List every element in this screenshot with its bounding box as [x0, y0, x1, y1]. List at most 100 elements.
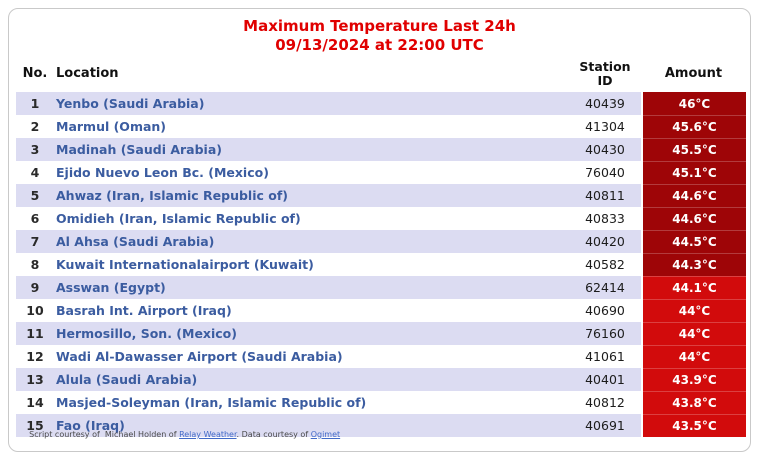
row-number: 13	[26, 372, 44, 387]
row-number: 4	[30, 165, 40, 180]
row-station-id: 41304	[585, 119, 625, 134]
row-left-band: 4 Ejido Nuevo Leon Bc. (Mexico) 76040	[16, 161, 641, 184]
row-amount: 44°C	[643, 345, 746, 368]
row-station-id: 40401	[585, 372, 625, 387]
row-number: 10	[26, 303, 44, 318]
row-number: 6	[30, 211, 40, 226]
header-station-id: Station ID	[569, 58, 641, 88]
row-left-band: 10 Basrah Int. Airport (Iraq) 40690	[16, 299, 641, 322]
table-row: 1 Yenbo (Saudi Arabia) 40439 46°C	[16, 92, 746, 115]
table-row: 11 Hermosillo, Son. (Mexico) 76160 44°C	[16, 322, 746, 345]
row-location: Alula (Saudi Arabia)	[56, 372, 198, 387]
row-left-band: 3 Madinah (Saudi Arabia) 40430	[16, 138, 641, 161]
row-number: 2	[30, 119, 40, 134]
relay-weather-link[interactable]: Relay Weather	[179, 430, 237, 439]
row-number: 12	[26, 349, 44, 364]
row-location: Kuwait Internationalairport (Kuwait)	[56, 257, 314, 272]
row-left-band: 7 Al Ahsa (Saudi Arabia) 40420	[16, 230, 641, 253]
row-location: Ejido Nuevo Leon Bc. (Mexico)	[56, 165, 269, 180]
row-station-id: 76160	[585, 326, 625, 341]
header-amount: Amount	[664, 66, 723, 81]
row-number: 15	[26, 418, 44, 433]
report-date-line: 09/13/2024 at 22:00 UTC	[275, 36, 484, 54]
table-row: 13 Alula (Saudi Arabia) 40401 43.9°C	[16, 368, 746, 391]
report-title-line1: Maximum Temperature Last 24h	[243, 17, 516, 35]
row-left-band: 12 Wadi Al-Dawasser Airport (Saudi Arabia…	[16, 345, 641, 368]
row-left-band: 8 Kuwait Internationalairport (Kuwait) 405…	[16, 253, 641, 276]
table-row: 14 Masjed-Soleyman (Iran, Islamic Republi…	[16, 391, 746, 414]
table-row: 12 Wadi Al-Dawasser Airport (Saudi Arabia…	[16, 345, 746, 368]
header-station-line1: Station	[579, 58, 631, 74]
footer-text-2: . Data courtesy of	[236, 430, 311, 439]
row-amount: 44.3°C	[643, 253, 746, 276]
ogimet-link[interactable]: Ogimet	[310, 430, 341, 439]
row-amount: 45.1°C	[643, 161, 746, 184]
table-row: 10 Basrah Int. Airport (Iraq) 40690 44°C	[16, 299, 746, 322]
row-station-id: 40582	[585, 257, 625, 272]
row-left-band: 9 Asswan (Egypt) 62414	[16, 276, 641, 299]
row-number: 3	[30, 142, 40, 157]
row-amount: 43.9°C	[643, 368, 746, 391]
row-station-id: 41061	[585, 349, 625, 364]
header-station-line2: ID	[597, 72, 613, 88]
table-row: 6 Omidieh (Iran, Islamic Republic of) 4083…	[16, 207, 746, 230]
row-location: Masjed-Soleyman (Iran, Islamic Republic …	[56, 395, 367, 410]
row-number: 1	[30, 96, 40, 111]
row-number: 9	[30, 280, 40, 295]
table-row: 3 Madinah (Saudi Arabia) 40430 45.5°C	[16, 138, 746, 161]
table-row: 4 Ejido Nuevo Leon Bc. (Mexico) 76040 45.1°…	[16, 161, 746, 184]
row-location: Omidieh (Iran, Islamic Republic of)	[56, 211, 301, 226]
row-station-id: 40690	[585, 303, 625, 318]
row-number: 8	[30, 257, 40, 272]
row-left-band: 2 Marmul (Oman) 41304	[16, 115, 641, 138]
footer-text-1: Script courtesy of Michael Holden of	[29, 430, 180, 439]
header-no: No.	[22, 66, 48, 81]
table-body: 1 Yenbo (Saudi Arabia) 40439 46°C 2 Marmul (O…	[16, 92, 746, 437]
row-location: Basrah Int. Airport (Iraq)	[56, 303, 232, 318]
row-amount: 44°C	[643, 299, 746, 322]
table-row: 15 Fao (Iraq) 40691 43.5°C	[16, 414, 746, 437]
row-left-band: 6 Omidieh (Iran, Islamic Republic of) 4083…	[16, 207, 641, 230]
table-row: 9 Asswan (Egypt) 62414 44.1°C	[16, 276, 746, 299]
row-location: Yenbo (Saudi Arabia)	[56, 96, 205, 111]
row-location: Al Ahsa (Saudi Arabia)	[56, 234, 215, 249]
row-amount: 44.5°C	[643, 230, 746, 253]
row-number: 11	[26, 326, 44, 341]
row-amount: 43.8°C	[643, 391, 746, 414]
row-amount: 44.6°C	[643, 207, 746, 230]
row-station-id: 76040	[585, 165, 625, 180]
row-amount: 45.6°C	[643, 115, 746, 138]
row-amount: 44.1°C	[643, 276, 746, 299]
table-row: 8 Kuwait Internationalairport (Kuwait) 405…	[16, 253, 746, 276]
row-amount: 43.5°C	[643, 414, 746, 437]
table-row: 2 Marmul (Oman) 41304 45.6°C	[16, 115, 746, 138]
header-location: Location	[56, 66, 119, 81]
row-location: Fao (Iraq)	[56, 418, 125, 433]
row-station-id: 40691	[585, 418, 625, 433]
row-location: Marmul (Oman)	[56, 119, 167, 134]
row-amount: 44°C	[643, 322, 746, 345]
row-station-id: 40430	[585, 142, 625, 157]
row-station-id: 40420	[585, 234, 625, 249]
report-card: Maximum Temperature Last 24h 09/13/2024 …	[8, 8, 751, 452]
row-station-id: 62414	[585, 280, 625, 295]
row-location: Ahwaz (Iran, Islamic Republic of)	[56, 188, 288, 203]
row-amount: 45.5°C	[643, 138, 746, 161]
row-number: 14	[26, 395, 44, 410]
table-row: 7 Al Ahsa (Saudi Arabia) 40420 44.5°C	[16, 230, 746, 253]
row-station-id: 40833	[585, 211, 625, 226]
row-station-id: 40811	[585, 188, 625, 203]
row-left-band: 14 Masjed-Soleyman (Iran, Islamic Republi…	[16, 391, 641, 414]
row-station-id: 40439	[585, 96, 625, 111]
row-left-band: 15 Fao (Iraq) 40691	[16, 414, 641, 437]
row-location: Wadi Al-Dawasser Airport (Saudi Arabia)	[56, 349, 343, 364]
row-location: Asswan (Egypt)	[56, 280, 166, 295]
row-location: Hermosillo, Son. (Mexico)	[56, 326, 237, 341]
row-number: 7	[30, 234, 40, 249]
row-left-band: 13 Alula (Saudi Arabia) 40401	[16, 368, 641, 391]
table-header: No. Location Station ID Amount	[16, 55, 746, 92]
row-amount: 44.6°C	[643, 184, 746, 207]
row-left-band: 1 Yenbo (Saudi Arabia) 40439	[16, 92, 641, 115]
row-location: Madinah (Saudi Arabia)	[56, 142, 222, 157]
row-station-id: 40812	[585, 395, 625, 410]
